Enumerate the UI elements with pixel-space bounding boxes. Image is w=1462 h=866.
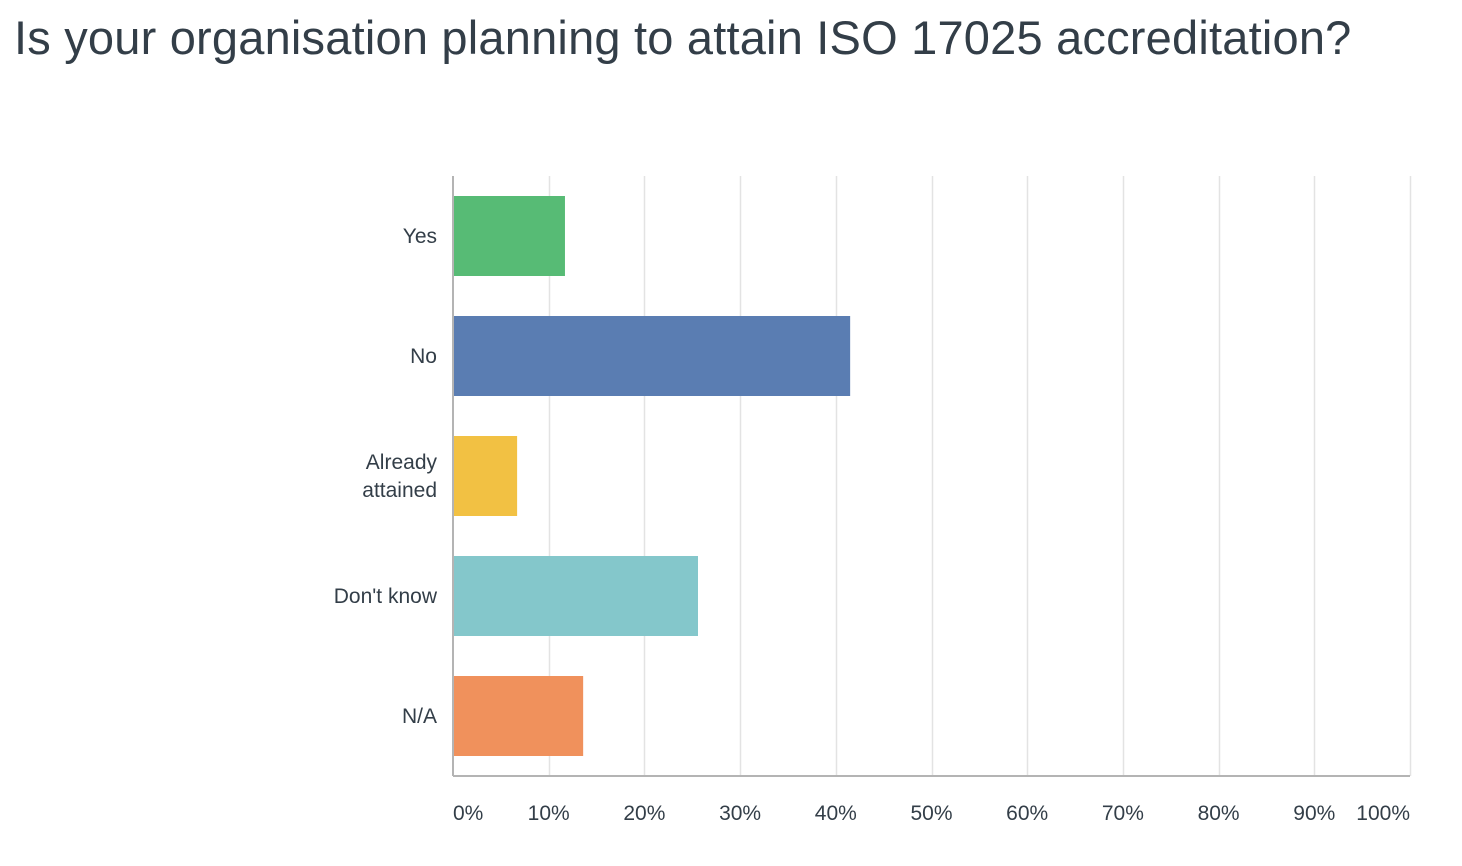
bar: [454, 436, 518, 516]
bars: [454, 196, 851, 756]
bar: [454, 316, 851, 396]
category-label-line: No: [410, 345, 437, 368]
category-label: Don't know: [334, 585, 438, 608]
x-tick-label: 20%: [623, 802, 665, 825]
x-tick-label: 60%: [1006, 802, 1048, 825]
x-tick-labels: 0% 10% 20% 30% 40% 50% 60% 70% 80% 90% 100%: [453, 802, 1410, 825]
category-label-line: Yes: [403, 225, 437, 248]
category-label-line: Already: [366, 451, 438, 474]
category-label: No: [410, 345, 437, 368]
category-label: Yes: [403, 225, 437, 248]
x-tick-label: 0%: [453, 802, 483, 825]
x-tick-label: 10%: [528, 802, 570, 825]
x-tick-label: 30%: [719, 802, 761, 825]
grid-lines: [548, 176, 1412, 776]
category-label-line: Don't know: [334, 585, 438, 608]
category-label-line: attained: [362, 479, 437, 502]
bar: [454, 676, 584, 756]
x-tick-label: 90%: [1293, 802, 1335, 825]
x-tick-label: 40%: [815, 802, 857, 825]
category-label: N/A: [402, 705, 437, 728]
category-labels: Yes No Already attained Don't know N/A: [334, 225, 438, 728]
question-title: Is your organisation planning to attain …: [14, 11, 1352, 64]
x-tick-label: 80%: [1198, 802, 1240, 825]
x-tick-label: 50%: [910, 802, 952, 825]
bar: [454, 196, 565, 276]
x-tick-label: 70%: [1102, 802, 1144, 825]
axes: [452, 176, 1410, 777]
bar: [454, 556, 698, 636]
x-tick-label: 100%: [1356, 802, 1410, 825]
category-label-line: N/A: [402, 705, 437, 728]
category-label: Already attained: [362, 451, 437, 502]
